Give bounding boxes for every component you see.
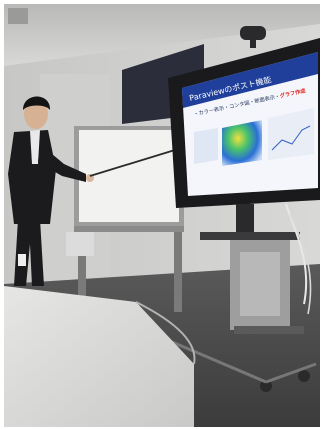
- presenter: [8, 96, 94, 286]
- ceiling-vent-icon: [8, 8, 28, 24]
- monitor-cart: [138, 203, 317, 392]
- slide-panel-left: [194, 128, 218, 164]
- monitor: Paraviewのポスト機能 ・カラー表示・コンタ図・断面表示・グラフ作成: [168, 38, 320, 240]
- webcam-icon: [240, 26, 266, 48]
- whiteboard: [66, 126, 184, 312]
- presentation-scene: Paraviewのポスト機能 ・カラー表示・コンタ図・断面表示・グラフ作成: [4, 4, 320, 427]
- slide-3d-plot: [222, 120, 262, 166]
- foreground-table: [4, 286, 194, 427]
- slide-graph-line: [271, 125, 311, 151]
- photo-frame: Paraviewのポスト機能 ・カラー表示・コンタ図・断面表示・グラフ作成: [4, 4, 320, 427]
- slide-panel-right: [268, 108, 314, 160]
- power-outlet-icon: [18, 254, 26, 266]
